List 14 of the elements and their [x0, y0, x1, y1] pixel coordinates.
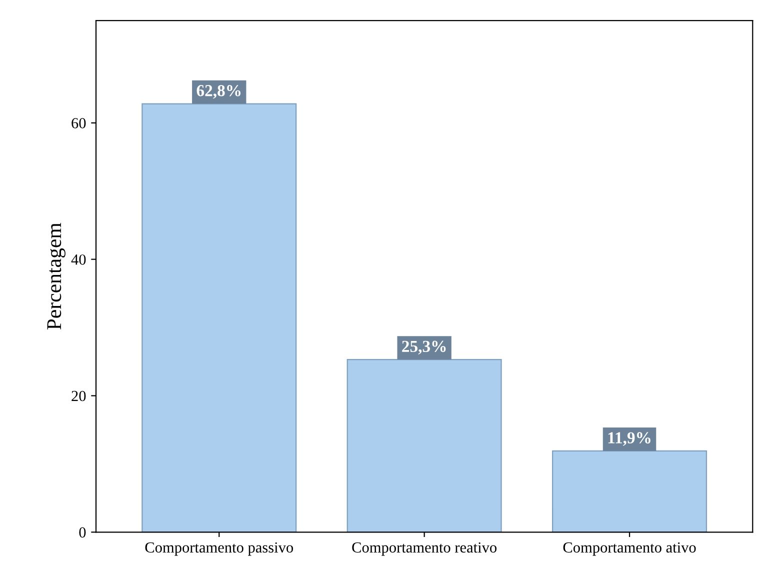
- data-label: 11,9%: [608, 432, 650, 446]
- data-label: 62,8%: [196, 84, 240, 99]
- y-axis-title: Percentagem: [47, 222, 66, 330]
- x-tick-label: Comportamento ativo: [563, 542, 696, 556]
- y-tick-label: 20: [72, 390, 86, 402]
- x-tick-label: Comportamento reativo: [352, 542, 496, 556]
- bar: [142, 103, 297, 532]
- x-tick-label: Comportamento passivo: [145, 542, 294, 556]
- y-tick-label: 60: [72, 118, 86, 128]
- y-tick-label: 0: [79, 527, 86, 538]
- bar: [346, 359, 502, 532]
- bar: [552, 450, 708, 532]
- data-label: 25,3%: [402, 340, 446, 354]
- y-tick-label: 40: [71, 254, 86, 265]
